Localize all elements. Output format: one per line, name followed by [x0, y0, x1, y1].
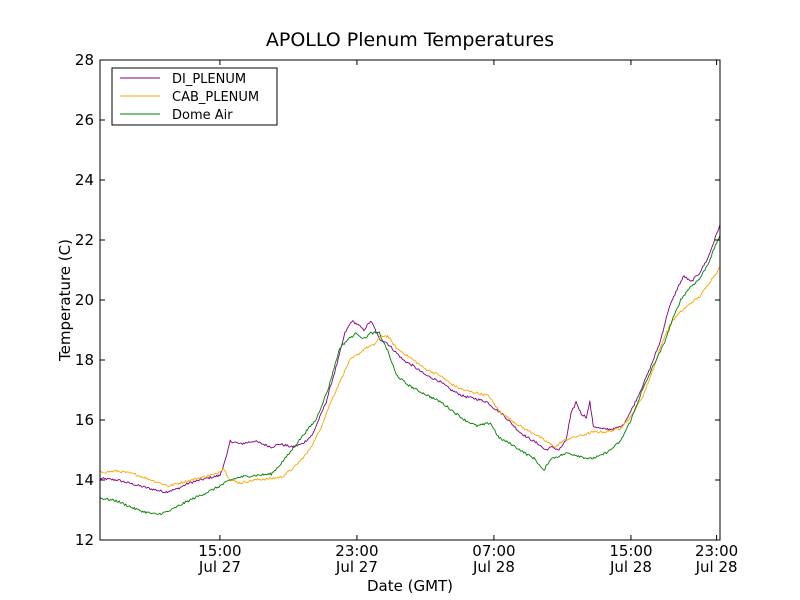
y-tick-label: 22	[75, 231, 94, 249]
series-line-cab-plenum	[100, 266, 720, 487]
y-tick-label: 28	[75, 51, 94, 69]
x-tick-label-time: 23:00	[335, 542, 378, 560]
x-axis-label: Date (GMT)	[367, 577, 453, 595]
y-tick-label: 16	[75, 411, 94, 429]
x-tick-label-date: Jul 27	[198, 558, 241, 576]
x-tick-label-time: 23:00	[695, 542, 738, 560]
y-tick-label: 14	[75, 471, 94, 489]
y-tick-label: 24	[75, 171, 94, 189]
legend-label: CAB_PLENUM	[172, 90, 259, 105]
x-tick-label-date: Jul 28	[695, 558, 738, 576]
series-line-di-plenum	[100, 223, 720, 494]
series-line-dome-air	[100, 233, 720, 516]
x-tick-label-time: 07:00	[472, 542, 515, 560]
legend-label: Dome Air	[172, 108, 233, 123]
y-axis-label: Temperature (C)	[56, 239, 74, 362]
y-axis: 12 14 16 18 20 22 24 26 28	[75, 51, 720, 549]
y-tick-label: 20	[75, 291, 94, 309]
x-tick-label-date: Jul 28	[472, 558, 515, 576]
x-tick-label-date: Jul 27	[335, 558, 378, 576]
legend: DI_PLENUM CAB_PLENUM Dome Air	[111, 67, 278, 126]
x-tick-label-time: 15:00	[198, 542, 241, 560]
series-layer	[100, 223, 720, 516]
x-tick-label-date: Jul 28	[609, 558, 652, 576]
y-tick-label: 12	[75, 531, 94, 549]
y-tick-label: 26	[75, 111, 94, 129]
y-tick-label: 18	[75, 351, 94, 369]
legend-label: DI_PLENUM	[172, 72, 246, 87]
chart-title: APOLLO Plenum Temperatures	[266, 29, 554, 51]
x-tick-label-time: 15:00	[609, 542, 652, 560]
